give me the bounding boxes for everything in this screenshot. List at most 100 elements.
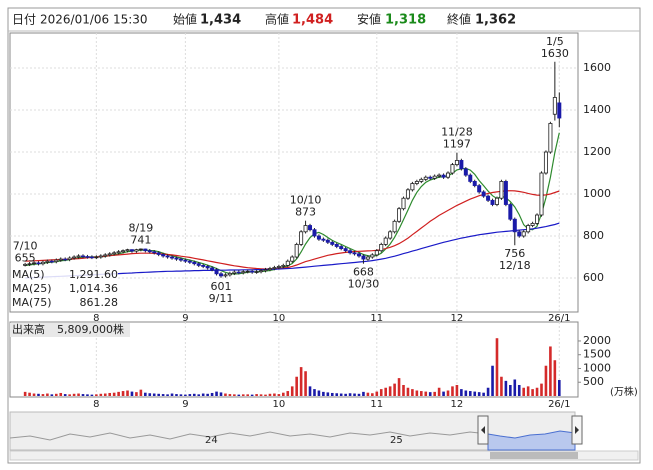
volume-bar — [393, 383, 396, 396]
volume-bar — [553, 360, 557, 396]
volume-bar — [344, 393, 347, 396]
candle-body — [63, 258, 68, 261]
candle-body — [250, 270, 255, 273]
candle-body — [512, 218, 517, 233]
volume-bar — [166, 394, 169, 396]
volume-bar — [197, 394, 201, 396]
annotation-value: 873 — [295, 206, 316, 219]
candle-body — [143, 248, 148, 252]
volume-bar — [135, 392, 138, 396]
volume-bar — [148, 393, 152, 396]
candle-body — [94, 256, 99, 259]
volume-bar — [464, 390, 468, 396]
volume-bar — [362, 391, 365, 396]
x-tick-label: 8 — [93, 399, 99, 410]
volume-bar — [420, 391, 423, 396]
y-tick-label: 800 — [583, 229, 604, 242]
volume-bar — [72, 393, 76, 396]
candle-body — [223, 274, 228, 277]
y-tick-label: 600 — [583, 271, 604, 284]
volume-bar — [264, 394, 267, 396]
low-label: 安値 — [357, 12, 381, 27]
volume-bar — [371, 393, 374, 396]
candle-body — [348, 250, 353, 254]
volume-bar — [184, 394, 187, 396]
candle-body — [178, 258, 183, 261]
candle-body — [339, 246, 344, 250]
volume-bar — [433, 391, 436, 396]
volume-bar — [37, 393, 40, 396]
volume-bar — [428, 392, 432, 396]
legend-name: MA(5) — [12, 268, 45, 281]
candle-body — [81, 255, 86, 258]
candle-body — [241, 271, 246, 274]
volume-bar — [415, 390, 419, 396]
candle-body — [472, 181, 477, 187]
candle-body — [486, 195, 491, 201]
volume-bar — [255, 394, 258, 396]
volume-bar — [81, 394, 85, 396]
volume-bar — [192, 393, 196, 396]
volume-bar — [246, 394, 250, 396]
volume-bar — [77, 393, 80, 396]
candle-body — [36, 262, 41, 265]
volume-bar — [241, 394, 245, 396]
volume-bar — [544, 365, 548, 396]
open-label: 始値 — [173, 12, 197, 27]
volume-bar — [460, 389, 463, 396]
scrollbar[interactable] — [9, 450, 639, 461]
volume-bar — [86, 394, 89, 396]
volume-bar — [411, 389, 414, 396]
x-tick-label: 12 — [451, 399, 464, 410]
volume-bar — [468, 391, 472, 396]
annotation-value: 741 — [130, 233, 151, 246]
volume-bar — [90, 394, 94, 396]
candle-body — [147, 250, 152, 253]
candle-body — [210, 267, 215, 270]
navigator-line — [9, 431, 489, 441]
high-label: 高値 — [265, 12, 289, 27]
candle-body — [23, 263, 28, 266]
candle-body — [352, 252, 357, 255]
scrollbar-thumb[interactable] — [490, 452, 578, 459]
volume-bar — [304, 371, 307, 396]
volume-bar — [112, 392, 116, 396]
candle-body — [405, 189, 410, 199]
candle-body — [281, 264, 286, 267]
volume-bar — [477, 392, 481, 396]
candle-body — [125, 249, 130, 252]
navigator-selection[interactable] — [487, 430, 576, 451]
date-label: 日付 — [12, 13, 36, 27]
x-tick-label: 11 — [370, 313, 383, 324]
volume-bar — [286, 391, 290, 396]
candle-body — [490, 199, 495, 205]
annotation-value: 756 — [504, 247, 525, 260]
volume-bar — [442, 391, 445, 396]
volume-bar — [273, 393, 276, 396]
candle-body — [388, 231, 393, 239]
volume-bar — [68, 394, 71, 396]
volume-bar — [161, 394, 165, 396]
candle-body — [356, 253, 361, 257]
volume-title: 出来高 — [12, 322, 45, 336]
volume-bar — [495, 338, 499, 396]
candle-body — [187, 260, 192, 263]
candle-body — [383, 237, 388, 245]
candle-body — [170, 256, 175, 259]
legend-name: MA(25) — [12, 282, 52, 295]
volume-bar — [424, 391, 428, 396]
candle-body — [370, 254, 375, 258]
candle-body — [419, 178, 424, 182]
candle-body — [428, 176, 433, 179]
y-tick-label: 1400 — [583, 103, 611, 116]
annotation-value: 601 — [210, 280, 231, 293]
volume-bar — [224, 393, 227, 396]
candle-body — [316, 235, 321, 240]
candle-body — [107, 253, 112, 256]
arrow — [575, 426, 579, 434]
annotation-date: 7/10 — [13, 239, 38, 252]
volume-bar — [152, 393, 156, 396]
candle-body — [32, 262, 37, 265]
